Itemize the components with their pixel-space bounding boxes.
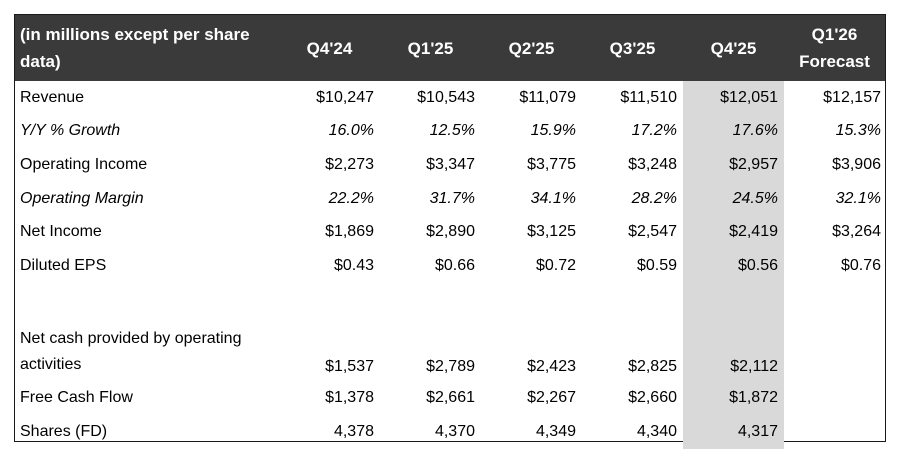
cell-value-forecast: [784, 382, 885, 416]
cell-value: 34.1%: [530, 189, 576, 207]
cell-value-forecast: $12,157: [823, 88, 881, 106]
header-q1-26-forecast: Q1'26 Forecast: [799, 25, 870, 71]
header-q4-24: Q4'24: [306, 38, 353, 58]
cell-value-forecast: $3,264: [832, 223, 881, 241]
row-label: Diluted EPS: [20, 256, 107, 274]
cell-value: $1,537: [325, 357, 374, 375]
row-label: Net cash provided by operating activitie…: [20, 329, 242, 373]
spacer-cell-highlighted: [683, 282, 784, 321]
table-spacer-row: [15, 282, 885, 321]
financial-summary-table: (in millions except per share data) Q4'2…: [15, 15, 885, 449]
table-row-operating-margin: Operating Margin 22.2% 31.7% 34.1% 28.2%…: [15, 181, 885, 216]
spacer-cell: [784, 283, 885, 321]
financial-summary-table-frame: (in millions except per share data) Q4'2…: [14, 14, 886, 449]
row-label: Shares (FD): [20, 422, 108, 440]
table-row-shares-fd: Shares (FD) 4,378 4,370 4,349 4,340 4,31…: [15, 415, 885, 449]
cell-value-highlighted: 24.5%: [683, 181, 784, 216]
header-label: (in millions except per share data): [20, 25, 250, 71]
cell-value: $0.72: [535, 256, 576, 274]
cell-value: $2,423: [527, 357, 576, 375]
cell-value-highlighted: $2,419: [683, 215, 784, 249]
cell-value: $2,789: [426, 357, 475, 375]
spacer-cell: [279, 283, 380, 321]
cell-value-forecast: $0.76: [840, 256, 881, 274]
table-row-diluted-eps: Diluted EPS $0.43 $0.66 $0.72 $0.59 $0.5…: [15, 248, 885, 283]
cell-value: 22.2%: [328, 189, 374, 207]
table-row-net-cash-operating: Net cash provided by operating activitie…: [15, 320, 885, 382]
header-q1-25: Q1'25: [407, 38, 454, 58]
header-q4-25: Q4'25: [710, 38, 757, 58]
cell-value: $3,347: [426, 155, 475, 173]
cell-value: $10,247: [316, 88, 374, 106]
cell-value: $0.43: [333, 256, 374, 274]
cell-value-highlighted: $2,112: [683, 320, 784, 382]
cell-value-highlighted: 17.6%: [683, 114, 784, 149]
row-label: Y/Y % Growth: [20, 122, 121, 140]
row-label: Operating Income: [20, 155, 148, 173]
spacer-cell: [481, 283, 582, 321]
cell-value: $3,775: [527, 155, 576, 173]
table-row-operating-income: Operating Income $2,273 $3,347 $3,775 $3…: [15, 148, 885, 182]
spacer-cell: [582, 283, 683, 321]
cell-value: $11,079: [519, 88, 576, 106]
cell-value: 31.7%: [429, 189, 475, 207]
cell-value: $2,267: [527, 389, 576, 407]
spacer-cell: [15, 283, 279, 321]
cell-value: $3,125: [527, 223, 576, 241]
cell-value: $2,273: [325, 155, 374, 173]
row-label: Revenue: [20, 88, 85, 106]
cell-value: $3,248: [628, 155, 677, 173]
cell-value-forecast: $3,906: [832, 155, 881, 173]
cell-value-forecast: [784, 415, 885, 449]
cell-value-highlighted: $2,957: [683, 148, 784, 182]
spacer-cell: [380, 283, 481, 321]
cell-value: 28.2%: [631, 189, 677, 207]
cell-value-highlighted: 4,317: [683, 415, 784, 449]
row-label: Operating Margin: [20, 189, 144, 207]
cell-value: 16.0%: [328, 122, 374, 140]
cell-value: 12.5%: [429, 122, 475, 140]
cell-value: $1,869: [325, 223, 374, 241]
cell-value: $2,661: [426, 389, 475, 407]
cell-value: $2,825: [628, 357, 677, 375]
cell-value: $1,378: [325, 389, 374, 407]
cell-value-forecast: 32.1%: [835, 189, 881, 207]
row-label: Net Income: [20, 223, 102, 241]
cell-value: $0.66: [434, 256, 475, 274]
cell-value: 4,370: [434, 422, 475, 440]
cell-value: 4,349: [535, 422, 576, 440]
header-q3-25: Q3'25: [609, 38, 656, 58]
cell-value-forecast: 15.3%: [835, 122, 881, 140]
cell-value: $2,890: [426, 223, 475, 241]
row-label: Free Cash Flow: [20, 389, 133, 407]
cell-value: 17.2%: [631, 122, 677, 140]
table-row-net-income: Net Income $1,869 $2,890 $3,125 $2,547 $…: [15, 215, 885, 249]
cell-value: $10,543: [417, 88, 475, 106]
cell-value: $11,510: [620, 88, 677, 106]
table-row-free-cash-flow: Free Cash Flow $1,378 $2,661 $2,267 $2,6…: [15, 381, 885, 416]
cell-value-highlighted: $0.56: [683, 248, 784, 283]
cell-value: $2,547: [628, 223, 677, 241]
cell-value-highlighted: $1,872: [683, 381, 784, 416]
cell-value-forecast: [784, 321, 885, 382]
cell-value: 15.9%: [530, 122, 576, 140]
cell-value: 4,378: [333, 422, 374, 440]
table-header-row: (in millions except per share data) Q4'2…: [15, 15, 885, 81]
header-q2-25: Q2'25: [508, 38, 555, 58]
cell-value: $2,660: [628, 389, 677, 407]
table-row-yy-growth: Y/Y % Growth 16.0% 12.5% 15.9% 17.2% 17.…: [15, 114, 885, 149]
cell-value: $0.59: [636, 256, 677, 274]
table-row-revenue: Revenue $10,247 $10,543 $11,079 $11,510 …: [15, 81, 885, 115]
cell-value: 4,340: [636, 422, 677, 440]
cell-value-highlighted: $12,051: [683, 81, 784, 115]
